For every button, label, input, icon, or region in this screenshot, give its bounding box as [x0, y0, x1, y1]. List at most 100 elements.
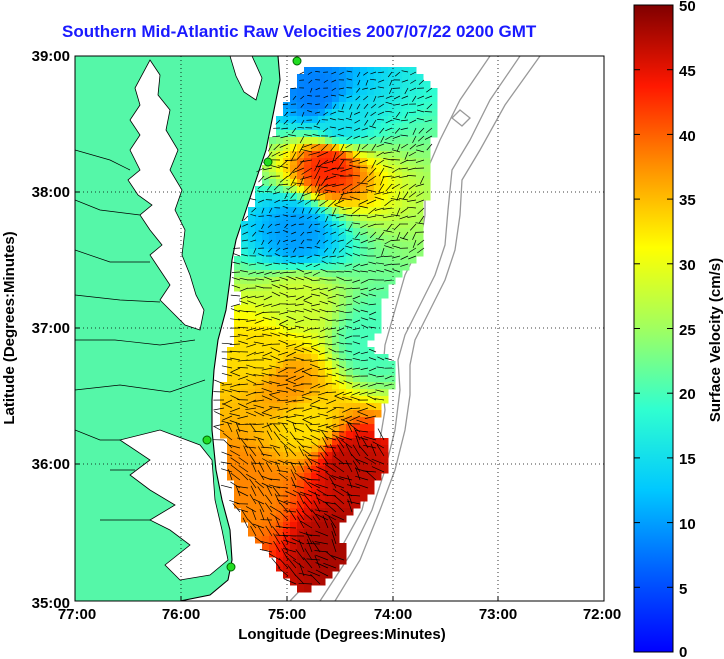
velocity-vector — [343, 287, 353, 290]
velocity-vector — [269, 394, 281, 401]
velocity-cell — [346, 158, 354, 166]
velocity-cell — [234, 312, 242, 320]
velocity-cell — [262, 494, 270, 502]
velocity-vector — [417, 95, 425, 100]
velocity-vector — [290, 239, 297, 242]
velocity-cell — [374, 466, 382, 474]
velocity-cell — [353, 137, 361, 145]
velocity-cell — [332, 522, 340, 530]
velocity-vector — [303, 493, 313, 505]
velocity-cell — [325, 445, 333, 453]
velocity-cell — [339, 179, 347, 187]
velocity-cell — [276, 403, 284, 411]
velocity-cell — [346, 109, 354, 117]
y-tick-label: 35:00 — [32, 595, 70, 612]
velocity-vector — [294, 309, 305, 313]
velocity-cell — [241, 501, 249, 509]
velocity-vector — [336, 319, 345, 322]
velocity-cell — [269, 165, 277, 173]
velocity-vector — [331, 523, 337, 537]
velocity-cell — [416, 74, 424, 82]
velocity-vector — [245, 506, 257, 513]
velocity-vector — [360, 287, 369, 291]
velocity-cell — [269, 326, 277, 334]
velocity-vector — [245, 438, 257, 441]
velocity-cell — [290, 466, 298, 474]
velocity-vector — [296, 151, 305, 161]
velocity-vector — [273, 431, 281, 441]
velocity-vector — [317, 429, 329, 433]
velocity-cell — [241, 515, 249, 523]
velocity-cell — [276, 424, 284, 432]
velocity-vector — [253, 247, 257, 254]
velocity-cell — [374, 214, 382, 222]
velocity-cell — [332, 270, 340, 278]
velocity-vector — [311, 287, 321, 291]
velocity-cell — [276, 200, 284, 208]
velocity-cell — [402, 74, 410, 82]
velocity-vector — [317, 413, 329, 417]
velocity-vector — [240, 270, 249, 273]
velocity-vector — [314, 541, 329, 545]
velocity-cell — [248, 270, 256, 278]
velocity-cell — [304, 473, 312, 481]
velocity-cell — [388, 200, 396, 208]
velocity-vector — [229, 444, 241, 449]
velocity-vector — [246, 311, 257, 313]
velocity-vector — [243, 215, 249, 221]
velocity-cell — [423, 179, 431, 187]
velocity-cell — [332, 249, 340, 257]
velocity-vector — [266, 214, 273, 217]
velocity-cell — [269, 368, 277, 376]
colorbar-tick-label: 15 — [679, 451, 696, 468]
velocity-cell — [248, 445, 256, 453]
velocity-cell — [290, 522, 298, 530]
velocity-cell — [367, 459, 375, 467]
velocity-vector — [242, 223, 249, 227]
velocity-cell — [262, 522, 270, 530]
velocity-cell — [297, 459, 305, 467]
velocity-vector — [244, 446, 257, 449]
velocity-cell — [311, 81, 319, 89]
velocity-vector — [315, 71, 321, 73]
velocity-vector — [221, 365, 233, 369]
velocity-cell — [234, 424, 242, 432]
velocity-cell — [381, 123, 389, 131]
velocity-cell — [360, 354, 368, 362]
velocity-cell — [234, 256, 242, 264]
velocity-vector — [289, 262, 297, 265]
velocity-cell — [325, 158, 333, 166]
velocity-vector — [366, 215, 377, 219]
velocity-vector — [279, 175, 289, 183]
velocity-cell — [255, 270, 263, 278]
colorbar-tick-label: 20 — [679, 386, 696, 403]
velocity-vector — [230, 367, 241, 373]
velocity-cell — [360, 487, 368, 495]
velocity-cell — [304, 312, 312, 320]
velocity-cell — [332, 466, 340, 474]
velocity-vector — [426, 87, 433, 93]
velocity-vector — [221, 342, 233, 345]
velocity-cell — [381, 396, 389, 404]
velocity-cell — [297, 312, 305, 320]
velocity-vector — [358, 205, 369, 209]
velocity-cell — [381, 186, 389, 194]
velocity-vector — [385, 119, 393, 124]
velocity-cell — [339, 151, 347, 159]
velocity-vector — [220, 468, 233, 473]
velocity-vector — [246, 351, 257, 357]
velocity-vector — [384, 269, 393, 273]
velocity-cell — [325, 431, 333, 439]
velocity-cell — [325, 536, 333, 544]
velocity-vector — [384, 142, 393, 145]
velocity-cell — [283, 270, 291, 278]
velocity-cell — [262, 277, 270, 285]
velocity-vector — [284, 500, 297, 505]
velocity-vector — [214, 379, 225, 385]
velocity-cell — [304, 172, 312, 180]
velocity-vector — [401, 79, 409, 83]
velocity-cell — [311, 333, 319, 341]
velocity-vector — [352, 444, 361, 457]
velocity-cell — [374, 165, 382, 173]
velocity-cell — [416, 130, 424, 138]
